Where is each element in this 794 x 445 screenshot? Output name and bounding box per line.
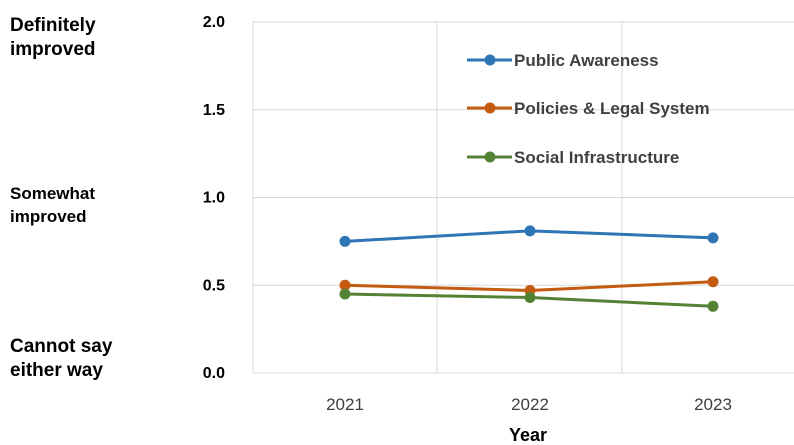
y-tick-label: 1.0 [203,190,225,207]
data-point [339,288,351,300]
y-axis-ticks: 0.0 0.5 1.0 1.5 2.0 [203,14,225,382]
legend-marker [484,151,496,163]
grid-lines [252,21,794,374]
series-0 [339,225,719,247]
series-lines [339,225,719,312]
side-label-definitely-improved: Definitely improved [10,15,96,60]
data-point [707,276,719,288]
legend-marker [484,102,496,114]
x-axis-title: Year [509,425,547,445]
x-tick-label: 2021 [326,395,364,414]
data-point [524,225,536,237]
data-point [339,235,351,247]
legend-label: Policies & Legal System [514,99,710,118]
legend-entry: Policies & Legal System [467,99,710,118]
x-axis-ticks: 2021 2022 2023 [326,395,732,414]
x-tick-label: 2022 [511,395,549,414]
y-tick-label: 2.0 [203,14,225,31]
legend-marker [484,54,496,66]
legend-label: Public Awareness [514,51,659,70]
data-point [707,300,719,312]
side-label-cannot-say: Cannot say either way [10,336,113,381]
x-tick-label: 2023 [694,395,732,414]
data-point [339,279,351,291]
legend: Public Awareness Policies & Legal System S… [467,51,710,167]
legend-entry: Public Awareness [467,51,659,70]
y-tick-label: 1.5 [203,102,225,119]
legend-entry: Social Infrastructure [467,148,679,167]
side-label-somewhat-improved: Somewhat improved [10,184,96,226]
data-point [524,292,536,304]
y-tick-label: 0.5 [203,277,225,294]
y-tick-label: 0.0 [203,365,225,382]
series-2 [339,288,719,312]
legend-label: Social Infrastructure [514,148,679,167]
data-point [707,232,719,244]
